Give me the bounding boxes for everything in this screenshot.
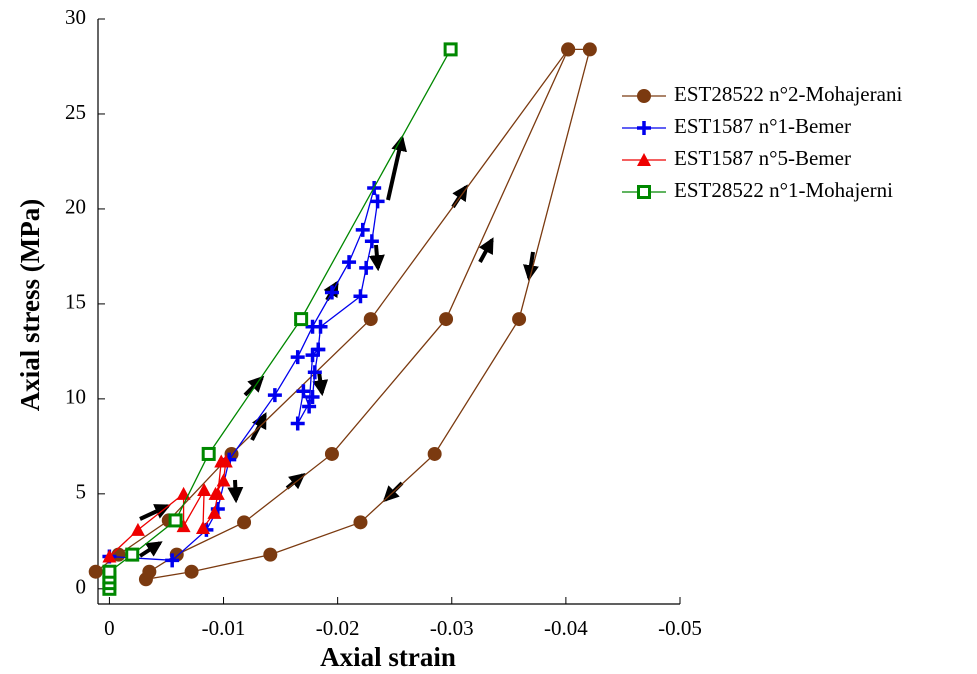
data-point	[176, 519, 191, 533]
y-tick-label: 25	[65, 100, 86, 124]
data-point	[294, 312, 309, 327]
y-axis-label: Axial stress (MPa)	[15, 199, 45, 411]
data-point	[302, 399, 317, 414]
legend-marker	[637, 185, 651, 199]
legend-marker	[637, 153, 651, 166]
legend-label: EST28522 n°1-Mohajerni	[674, 178, 893, 202]
data-point	[355, 222, 370, 237]
data-point	[102, 564, 117, 579]
data-point	[201, 446, 216, 461]
data-point	[237, 515, 252, 530]
x-tick-label: -0.04	[544, 616, 588, 640]
data-point	[363, 312, 378, 327]
y-tick-label: 5	[76, 480, 87, 504]
data-point	[370, 194, 385, 209]
data-point	[125, 547, 140, 562]
legend-label: EST1587 n°5-Bemer	[674, 146, 851, 170]
data-point	[296, 384, 311, 399]
data-point	[142, 564, 157, 579]
data-point	[218, 454, 233, 468]
data-point	[207, 505, 222, 519]
legend-marker	[637, 89, 651, 103]
data-point	[290, 350, 305, 365]
data-point	[427, 446, 442, 461]
data-point	[208, 486, 223, 500]
data-point	[195, 521, 210, 535]
series-line	[109, 185, 379, 561]
data-point	[439, 312, 454, 327]
x-tick-label: -0.05	[658, 616, 702, 640]
data-point	[307, 365, 322, 380]
data-point	[313, 319, 328, 334]
data-point	[305, 389, 320, 404]
y-tick-label: 15	[65, 290, 86, 314]
data-point	[512, 312, 527, 327]
data-point	[168, 513, 183, 528]
data-point	[353, 515, 368, 530]
data-point	[102, 549, 117, 563]
y-tick-label: 20	[65, 195, 86, 219]
y-tick-label: 10	[65, 385, 86, 409]
data-point	[443, 42, 458, 57]
x-tick-label: -0.03	[430, 616, 474, 640]
data-point	[216, 473, 231, 487]
legend-label: EST1587 n°1-Bemer	[674, 114, 851, 138]
data-point	[263, 547, 278, 562]
data-point	[353, 289, 368, 304]
data-point	[290, 416, 305, 431]
data-point	[184, 564, 199, 579]
data-point	[582, 42, 597, 57]
y-tick-label: 30	[65, 5, 86, 29]
x-axis-label: Axial strain	[320, 642, 456, 672]
x-tick-label: 0	[104, 616, 115, 640]
series-line	[108, 460, 227, 557]
data-point	[324, 285, 339, 300]
data-point	[165, 553, 180, 568]
y-tick-label: 0	[76, 575, 87, 599]
data-point	[197, 483, 212, 497]
data-point	[88, 564, 103, 579]
data-point	[324, 446, 339, 461]
legend-marker	[637, 121, 651, 135]
data-point	[364, 234, 379, 249]
legend-label: EST28522 n°2-Mohajerani	[674, 82, 902, 106]
data-point	[267, 388, 282, 403]
data-point	[311, 342, 326, 357]
data-point	[130, 522, 145, 536]
data-point	[359, 260, 374, 275]
x-tick-label: -0.02	[316, 616, 360, 640]
data-point	[342, 255, 357, 270]
x-tick-label: -0.01	[202, 616, 246, 640]
data-point	[561, 42, 576, 57]
